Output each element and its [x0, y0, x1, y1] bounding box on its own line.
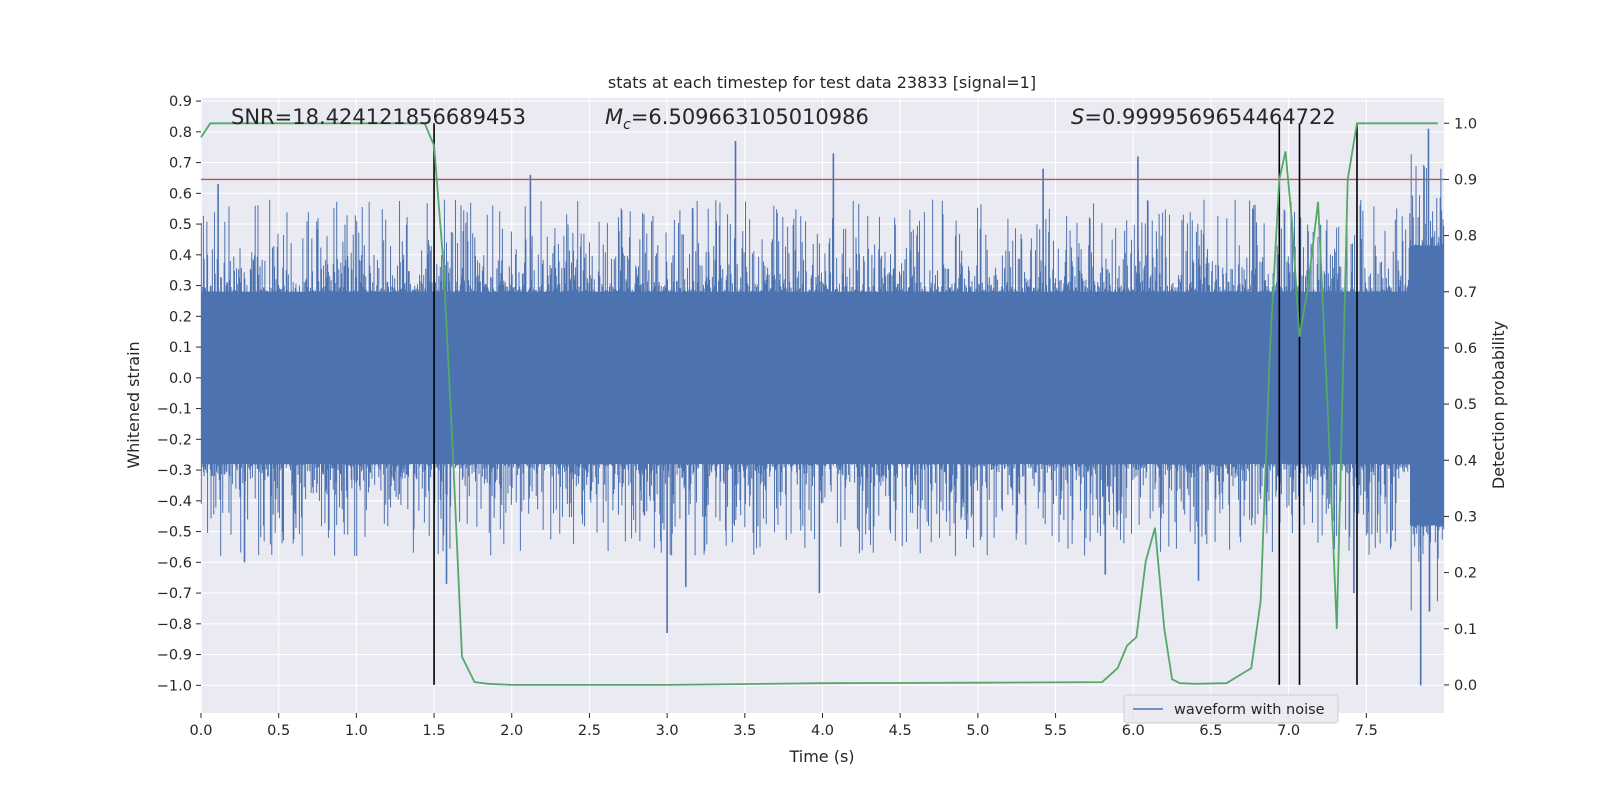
y-left-tick-label: 0.0 [169, 371, 192, 387]
x-tick-label: 4.0 [811, 723, 834, 739]
x-tick-label: 0.5 [267, 723, 290, 739]
x-tick-label: 7.0 [1277, 723, 1300, 739]
chirp-mass-value: =6.509663105010986 [631, 105, 869, 129]
score-symbol: S [1071, 105, 1084, 129]
waveform-trace [200, 154, 1445, 612]
y-left-tick-label: −0.8 [157, 617, 192, 633]
score-annotation: S=0.9999569654464722 [1071, 105, 1336, 129]
y-right-tick-label: 0.5 [1454, 397, 1477, 413]
x-tick-label: 4.5 [889, 723, 912, 739]
y-left-tick-label: 0.3 [169, 279, 192, 295]
x-tick-label: 2.0 [500, 723, 523, 739]
x-tick-label: 0.0 [189, 723, 212, 739]
y-left-tick-label: 0.5 [169, 217, 192, 233]
chirp-mass-subscript: c [623, 117, 631, 133]
waveform-series [200, 128, 1445, 686]
y-axis-right-ticks: 0.0 0.1 0.2 0.3 0.4 0.5 0.6 0.7 0.8 0.9 1.0 [1444, 116, 1477, 694]
y-left-tick-label: 0.4 [169, 248, 192, 264]
y-left-tick-label: 0.9 [169, 94, 192, 110]
y-left-tick-label: −0.3 [157, 463, 192, 479]
legend-label: waveform with noise [1174, 702, 1325, 718]
y-right-tick-label: 0.2 [1454, 566, 1477, 582]
legend: waveform with noise [1123, 694, 1339, 724]
y-axis-right-label: Detection probability [1489, 321, 1508, 489]
snr-annotation: SNR=18.424121856689453 [231, 105, 526, 129]
y-left-tick-label: 0.7 [169, 156, 192, 172]
y-right-tick-label: 0.1 [1454, 622, 1477, 638]
overlay-lines [200, 122, 1444, 686]
y-left-tick-label: −0.2 [157, 432, 192, 448]
y-left-tick-label: 0.1 [169, 340, 192, 356]
x-tick-label: 3.5 [733, 723, 756, 739]
x-tick-label: 6.5 [1199, 723, 1222, 739]
y-right-tick-label: 0.7 [1454, 285, 1477, 301]
x-axis-ticks: 0.0 0.5 1.0 1.5 2.0 2.5 3.0 3.5 4.0 4.5 5.0 5.5 6.0 6… [189, 713, 1378, 739]
x-tick-label: 5.0 [966, 723, 989, 739]
y-left-tick-label: 0.2 [169, 309, 192, 325]
y-left-tick-label: −0.4 [157, 494, 192, 510]
y-right-tick-label: 0.6 [1454, 341, 1477, 357]
y-right-tick-label: 1.0 [1454, 116, 1477, 132]
y-right-tick-label: 0.0 [1454, 678, 1477, 694]
y-left-tick-label: −0.1 [157, 402, 192, 418]
y-right-tick-label: 0.3 [1454, 509, 1477, 525]
y-left-tick-label: 0.6 [169, 186, 192, 202]
y-left-tick-label: −0.5 [157, 525, 192, 541]
x-tick-label: 3.0 [656, 723, 679, 739]
y-axis-left-ticks: −1.0 −0.9 −0.8 −0.7 −0.6 −0.5 −0.4 −0.3 −0.2 −0.1… [157, 94, 201, 694]
chirp-mass-symbol: M [605, 105, 623, 129]
score-value: =0.9999569654464722 [1084, 105, 1335, 129]
y-left-tick-label: −0.6 [157, 555, 192, 571]
detection-probability-line [200, 122, 1438, 686]
x-tick-label: 6.0 [1122, 723, 1145, 739]
y-right-tick-label: 0.9 [1454, 172, 1477, 188]
y-axis-left-label: Whitened strain [124, 341, 143, 468]
x-axis-label: Time (s) [788, 747, 854, 766]
y-left-tick-label: 0.8 [169, 125, 192, 141]
chart-title: stats at each timestep for test data 238… [608, 73, 1036, 92]
y-right-tick-label: 0.8 [1454, 229, 1477, 245]
chirp-mass-annotation: Mc=6.509663105010986 [605, 105, 869, 133]
y-left-tick-label: −0.9 [157, 648, 192, 664]
y-right-tick-label: 0.4 [1454, 453, 1477, 469]
x-tick-label: 5.5 [1044, 723, 1067, 739]
x-tick-label: 1.0 [345, 723, 368, 739]
y-left-tick-label: −0.7 [157, 586, 192, 602]
legend-box [1123, 694, 1339, 724]
x-tick-label: 1.5 [423, 723, 446, 739]
x-tick-label: 7.5 [1355, 723, 1378, 739]
x-tick-label: 2.5 [578, 723, 601, 739]
y-left-tick-label: −1.0 [157, 678, 192, 694]
